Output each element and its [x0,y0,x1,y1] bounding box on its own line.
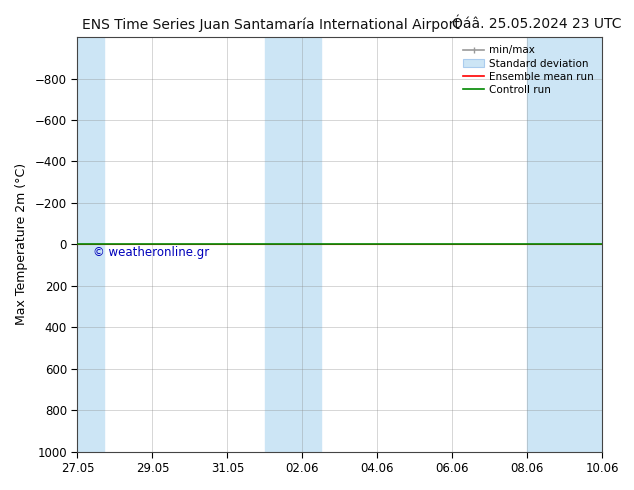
Bar [77,37,104,452]
Text: Óáâ. 25.05.2024 23 UTC: Óáâ. 25.05.2024 23 UTC [452,17,621,31]
Text: ENS Time Series Juan Santamaría International Airport: ENS Time Series Juan Santamaría Internat… [82,17,460,32]
Bar [265,37,321,452]
Y-axis label: Max Temperature 2m (°C): Max Temperature 2m (°C) [15,163,28,325]
Text: © weatheronline.gr: © weatheronline.gr [93,246,209,259]
Bar [527,37,602,452]
Legend: min/max, Standard deviation, Ensemble mean run, Controll run: min/max, Standard deviation, Ensemble me… [460,42,597,98]
